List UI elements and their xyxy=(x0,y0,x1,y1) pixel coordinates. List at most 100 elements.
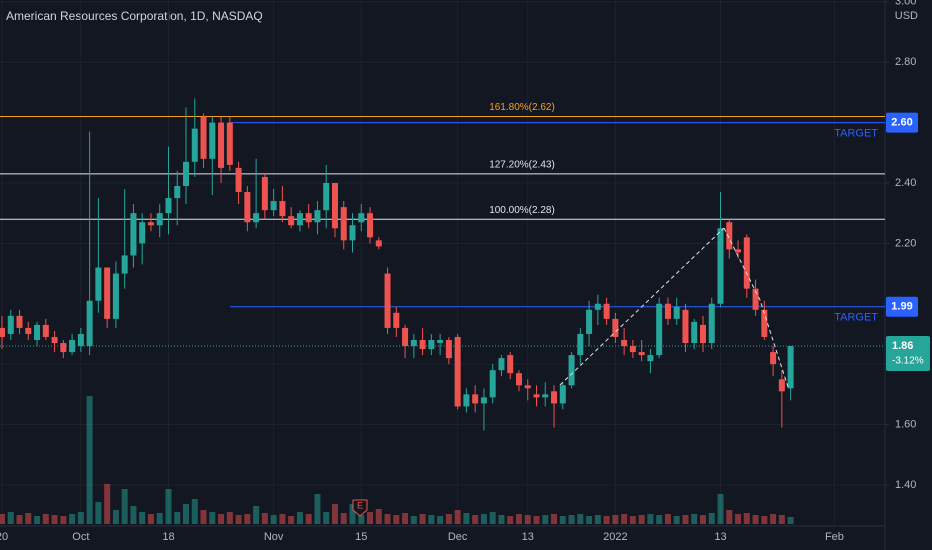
volume-bar xyxy=(183,504,190,524)
volume-bar xyxy=(410,516,417,524)
candle-body xyxy=(735,249,742,253)
x-tick-label: Feb xyxy=(825,531,844,543)
last-price-tag xyxy=(886,336,930,372)
volume-bar xyxy=(358,515,365,524)
candle-body xyxy=(428,339,435,350)
candle-body xyxy=(594,303,601,310)
candle-body xyxy=(524,385,531,389)
volume-bar xyxy=(533,516,540,524)
price-axis-bg xyxy=(885,0,932,550)
volume-bar xyxy=(393,515,400,524)
volume-bar xyxy=(524,515,531,524)
y-tick-label: 1.60 xyxy=(895,418,916,430)
change-label: -3.12% xyxy=(892,356,924,367)
volume-bar xyxy=(165,489,172,524)
candle-body xyxy=(708,303,715,344)
volume-bar xyxy=(95,502,102,524)
volume-bar xyxy=(331,504,338,524)
volume-bar xyxy=(656,515,663,524)
volume-bar xyxy=(86,396,93,524)
x-tick-label: 20 xyxy=(0,531,8,543)
candle-body xyxy=(130,213,137,256)
volume-bar xyxy=(629,516,636,524)
candle-body xyxy=(507,355,514,374)
candle-body xyxy=(559,385,566,404)
candle-body xyxy=(586,309,593,334)
volume-bar xyxy=(34,516,41,524)
y-tick-label: 2.80 xyxy=(895,56,916,68)
candle-body xyxy=(515,373,522,386)
candle-body xyxy=(463,394,470,407)
y-tick-label: 1.40 xyxy=(895,479,916,491)
volume-bar xyxy=(130,506,137,524)
candle-body xyxy=(16,315,23,328)
volume-bar xyxy=(472,515,479,524)
volume-bar xyxy=(664,514,671,524)
volume-bar xyxy=(402,513,409,524)
candle-body xyxy=(323,182,330,211)
volume-bar xyxy=(139,512,146,524)
volume-bar xyxy=(761,516,768,524)
volume-bar xyxy=(121,489,128,524)
candle-body xyxy=(533,394,540,398)
candle-body xyxy=(305,213,312,223)
candle-body xyxy=(402,327,409,347)
y-tick-label: 2.40 xyxy=(895,177,916,189)
candle-body xyxy=(542,394,549,398)
x-tick-label: 2022 xyxy=(603,531,627,543)
volume-bar xyxy=(612,515,619,524)
volume-bar xyxy=(367,512,374,524)
candle-body xyxy=(437,339,444,344)
candle-body xyxy=(647,355,654,362)
candle-body xyxy=(174,186,181,199)
volume-bar xyxy=(296,512,303,524)
volume-bar xyxy=(288,516,295,524)
candle-body xyxy=(621,339,628,347)
candle-body xyxy=(7,315,14,334)
candle-body xyxy=(191,128,198,162)
candle-body xyxy=(77,333,84,347)
volume-bar xyxy=(428,515,435,524)
candle-body xyxy=(752,288,759,310)
candle-body xyxy=(200,116,207,159)
volume-bar xyxy=(445,514,452,524)
candle-body xyxy=(691,321,698,344)
candle-body xyxy=(183,161,190,187)
volume-bar xyxy=(621,514,628,524)
candle-body xyxy=(34,324,41,340)
y-tick-label: 3.00 xyxy=(895,0,916,8)
x-tick-label: 15 xyxy=(355,531,367,543)
candle-body xyxy=(358,213,365,223)
volume-bar xyxy=(200,510,207,524)
volume-bar xyxy=(787,517,794,524)
candle-body xyxy=(244,192,251,223)
candle-body xyxy=(629,346,636,353)
volume-bar xyxy=(226,512,233,524)
trend-line xyxy=(723,227,790,391)
candle-body xyxy=(472,394,479,404)
volume-bar xyxy=(559,516,566,524)
volume-bar xyxy=(691,514,698,524)
candle-body xyxy=(717,228,724,304)
candle-body xyxy=(445,339,452,359)
volume-bar xyxy=(16,515,23,524)
candle-body xyxy=(51,336,58,344)
candle-body xyxy=(551,391,558,404)
candle-body xyxy=(112,273,119,319)
candle-body xyxy=(147,222,154,226)
volume-bar xyxy=(218,514,225,524)
volume-bar xyxy=(551,514,558,524)
candle-body xyxy=(673,306,680,319)
candle-body xyxy=(270,201,277,211)
volume-bar xyxy=(586,516,593,524)
earnings-icon xyxy=(352,499,368,517)
volume-bar xyxy=(717,494,724,524)
candle-body xyxy=(367,213,374,238)
target-text: TARGET xyxy=(834,127,878,139)
volume-bar xyxy=(515,514,522,524)
volume-bar xyxy=(454,510,461,524)
x-tick-label: 13 xyxy=(714,531,726,543)
volume-bar xyxy=(682,515,689,524)
volume-bar xyxy=(489,512,496,524)
